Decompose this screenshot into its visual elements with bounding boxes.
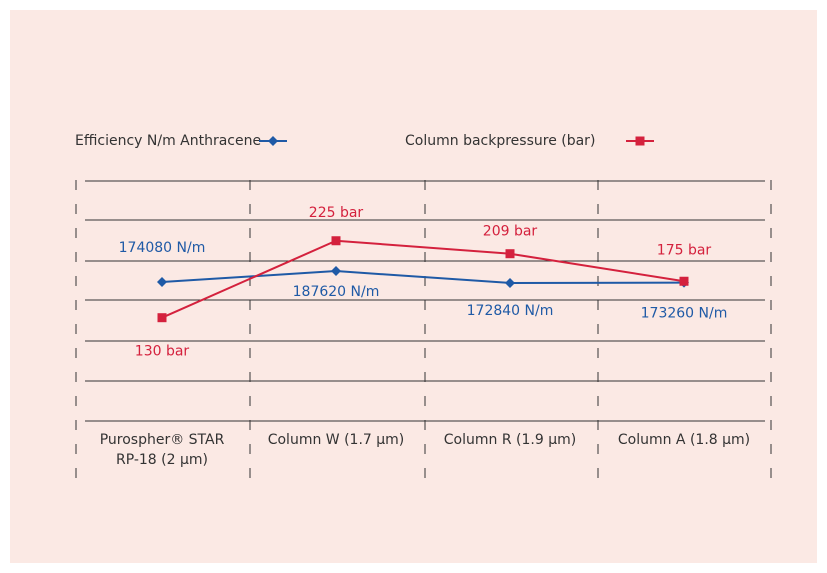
x-tick-label: Column A (1.8 µm) [617,432,751,448]
value-label: 172840 N/m [467,303,554,319]
line [161,239,685,319]
line [161,270,685,285]
legend-label: Efficiency N/m Anthracene [75,133,261,149]
value-label: 173260 N/m [641,306,728,322]
marker [331,266,341,277]
marker [331,236,341,246]
value-label: 209 bar [483,224,538,240]
value-label: 187620 N/m [293,284,380,300]
x-tick-label: Purospher® STAR RP-18 (2 µm) [99,432,225,468]
background [10,10,817,563]
x-tick-label: Column W (1.7 µm) [267,432,405,448]
value-label: 174080 N/m [119,240,206,256]
marker [157,313,167,323]
value-label: 225 bar [309,205,364,221]
value-label: 175 bar [657,242,712,258]
marker [679,276,689,286]
marker [505,277,515,288]
frame [75,180,772,485]
value-label: 130 bar [135,344,190,360]
marker [157,276,167,287]
marker [505,249,515,259]
legend-marker [635,136,645,146]
x-tick-label: Column R (1.9 µm) [443,432,577,448]
legend-label: Column backpressure (bar) [405,133,595,149]
legend-marker [268,136,278,146]
